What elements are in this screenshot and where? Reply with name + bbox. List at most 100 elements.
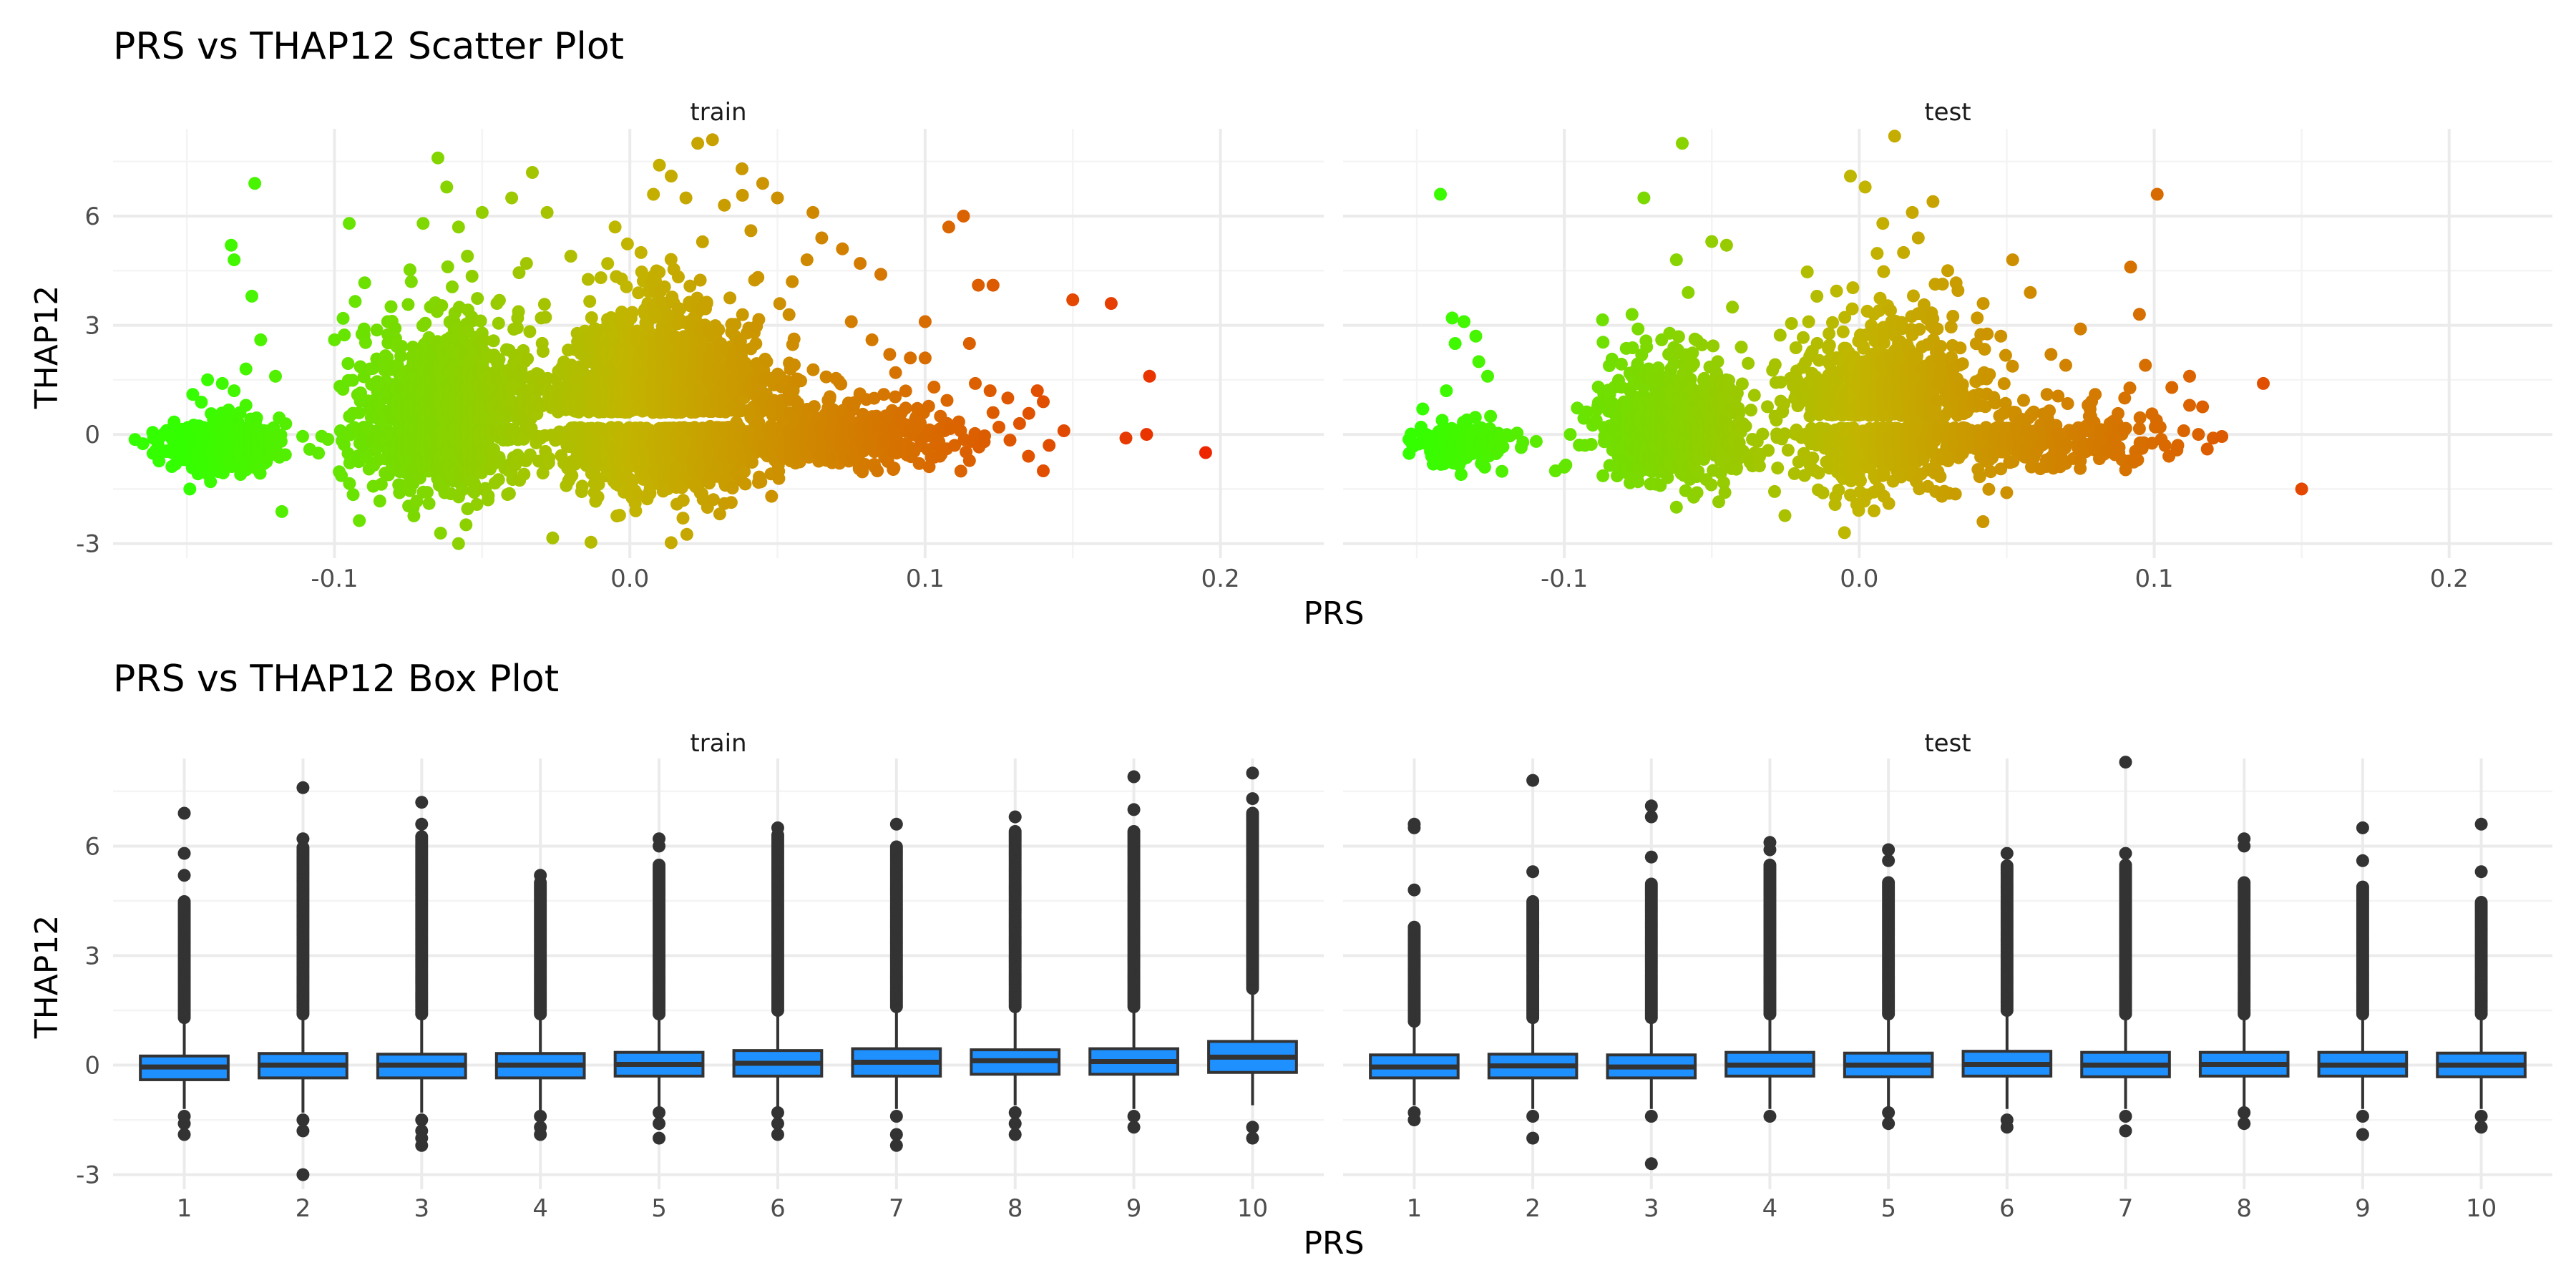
scatter-point <box>724 496 738 509</box>
scatter-point <box>195 396 208 409</box>
x-tick-label: 0.2 <box>1201 565 1240 593</box>
scatter-point <box>749 337 763 351</box>
scatter-point <box>712 323 726 336</box>
scatter-point <box>403 263 416 277</box>
scatter-point <box>269 369 282 383</box>
scatter-point <box>274 434 288 448</box>
x-tick-label: 0.2 <box>2430 565 2469 593</box>
scatter-point <box>844 315 858 328</box>
scatter-point <box>1559 458 1573 472</box>
scatter-point <box>754 475 768 489</box>
scatter-point <box>482 489 495 502</box>
scatter-point <box>992 420 1005 434</box>
scatter-point <box>346 488 360 502</box>
scatter-point <box>718 198 731 212</box>
scatter-point <box>581 273 595 286</box>
scatter-point <box>452 537 465 550</box>
scatter-point <box>348 295 362 308</box>
scatter-title: PRS vs THAP12 Scatter Plot <box>113 25 624 68</box>
scatter-point <box>546 531 560 545</box>
scatter-point <box>962 337 976 350</box>
scatter-point <box>1440 384 1453 398</box>
scatter-point <box>253 467 267 480</box>
scatter-point <box>1458 315 1470 328</box>
scatter-point <box>239 399 253 412</box>
scatter-point <box>874 268 887 281</box>
scatter-point <box>752 313 766 326</box>
scatter-point <box>321 433 335 446</box>
scatter-point <box>1022 449 1035 463</box>
scatter-point <box>278 448 292 462</box>
scatter-point <box>676 494 690 507</box>
scatter-point <box>899 384 912 398</box>
scatter-point <box>771 191 784 205</box>
scatter-point <box>492 473 505 487</box>
scatter-point <box>942 220 955 234</box>
scatter-point <box>782 308 796 321</box>
scatter-point <box>296 429 309 443</box>
scatter-point <box>1496 440 1510 454</box>
scatter-point <box>492 316 505 330</box>
scatter-point <box>620 280 633 293</box>
scatter-point <box>519 257 533 270</box>
scatter-point <box>431 151 444 165</box>
scatter-point <box>807 400 821 414</box>
scatter-point <box>962 454 976 467</box>
scatter-point <box>435 299 449 313</box>
scatter-point <box>492 293 506 307</box>
scatter-point <box>1143 369 1156 383</box>
scatter-point <box>1037 464 1050 477</box>
scatter-point <box>228 384 241 398</box>
scatter-point <box>625 306 639 319</box>
scatter-point <box>664 536 678 550</box>
scatter-point <box>594 271 608 285</box>
scatter-point <box>239 362 253 376</box>
scatter-point <box>1516 436 1530 449</box>
scatter-point <box>584 535 597 549</box>
scatter-point <box>152 454 166 468</box>
scatter-point <box>613 509 626 522</box>
scatter-point <box>452 220 465 234</box>
scatter-point <box>986 406 1000 419</box>
scatter-point <box>969 376 982 390</box>
x-tick-label: 0.0 <box>610 565 649 593</box>
scatter-point <box>680 527 693 541</box>
scatter-point <box>384 300 398 313</box>
scatter-point <box>1066 293 1080 306</box>
scatter-point <box>419 316 432 330</box>
scatter-point <box>465 270 479 283</box>
scatter-point <box>608 220 622 234</box>
scatter-point <box>706 133 719 147</box>
scatter-point <box>736 308 749 321</box>
scatter-point <box>370 323 384 337</box>
scatter-point <box>889 366 902 379</box>
scatter-point <box>353 360 367 374</box>
scatter-point <box>806 363 820 376</box>
scatter-point <box>395 340 409 353</box>
scatter-point <box>854 257 867 270</box>
scatter-point <box>1416 402 1430 416</box>
scatter-point <box>1448 337 1462 350</box>
y-tick-label: 3 <box>84 312 100 341</box>
scatter-point <box>183 482 197 496</box>
scatter-point <box>788 358 801 371</box>
scatter-strip-test: test <box>1924 98 1971 127</box>
scatter-point <box>358 336 372 349</box>
scatter-point <box>620 237 634 250</box>
scatter-point <box>502 487 516 500</box>
scatter-point <box>1037 395 1050 409</box>
scatter-point <box>1140 428 1153 441</box>
scatter-point <box>679 191 693 205</box>
scatter-point <box>1529 434 1543 448</box>
scatter-point <box>585 311 598 324</box>
scatter-point <box>539 311 552 324</box>
scatter-point <box>328 333 341 346</box>
scatter-point <box>275 504 288 518</box>
y-tick-label: -3 <box>76 530 100 559</box>
x-tick-label: 0.0 <box>1840 565 1878 593</box>
scatter-point <box>1596 313 1609 326</box>
scatter-point <box>634 245 648 259</box>
